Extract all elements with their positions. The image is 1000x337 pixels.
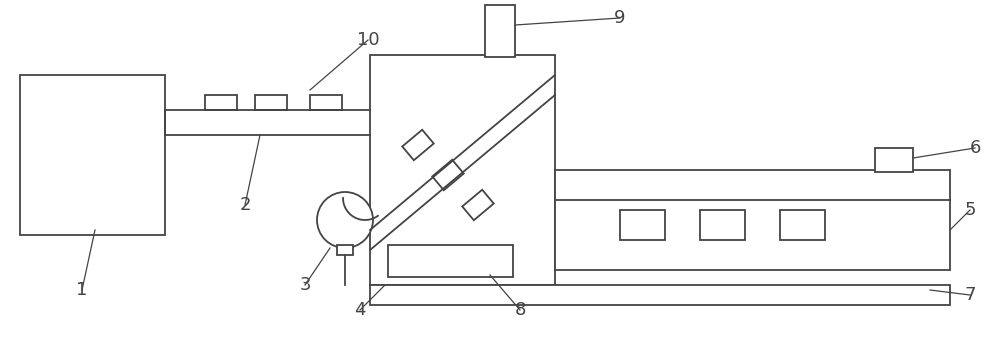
Text: 2: 2 [239,196,251,214]
Polygon shape [462,190,494,220]
Bar [337,245,353,255]
Text: 6: 6 [969,139,981,157]
Bar [310,95,342,110]
Bar [620,210,665,240]
Text: 4: 4 [354,301,366,319]
Bar [875,148,913,172]
Text: 10: 10 [357,31,379,49]
Polygon shape [402,130,434,160]
Text: 8: 8 [514,301,526,319]
Text: 1: 1 [76,281,88,299]
Bar [780,210,825,240]
Bar [388,245,513,277]
Text: 3: 3 [299,276,311,294]
Text: 7: 7 [964,286,976,304]
Bar [370,285,950,305]
Text: 9: 9 [614,9,626,27]
Bar [700,210,745,240]
Bar [485,5,515,57]
Bar [20,75,165,235]
Bar [205,95,237,110]
Polygon shape [432,160,464,190]
Circle shape [317,192,373,248]
Bar [555,170,950,270]
Bar [255,95,287,110]
Bar [370,55,555,285]
Text: 5: 5 [964,201,976,219]
